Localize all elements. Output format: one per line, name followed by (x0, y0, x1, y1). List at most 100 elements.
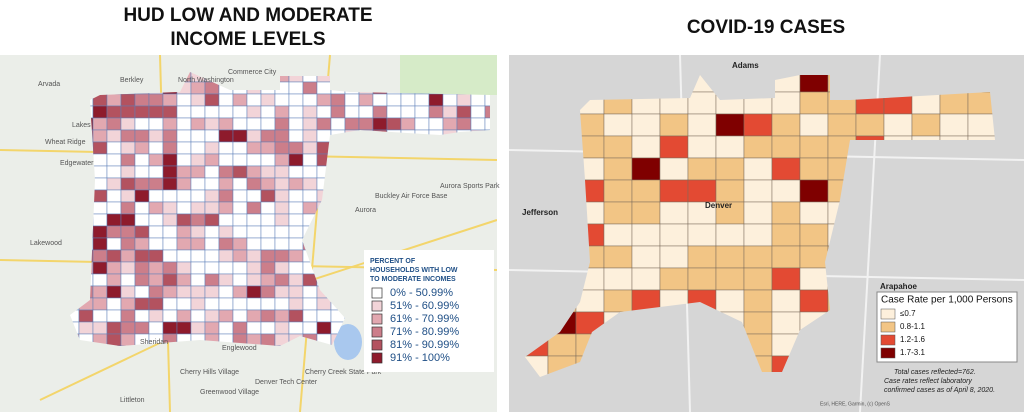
tract (190, 225, 206, 239)
attribution: Esri, HERE, Garmin, (c) OpenS (820, 401, 891, 407)
tract (246, 189, 262, 203)
tract (302, 153, 318, 167)
tract (302, 141, 318, 155)
tract (302, 117, 318, 131)
tract (176, 93, 192, 107)
legend-title: PERCENT OF (370, 258, 416, 265)
tract (743, 267, 773, 291)
tract (148, 105, 164, 119)
tract (92, 261, 108, 275)
tract (428, 105, 444, 119)
legend-swatch (371, 313, 383, 325)
tract (134, 165, 150, 179)
tract (92, 105, 108, 119)
tract (232, 237, 248, 251)
tract (218, 309, 234, 323)
tract (442, 93, 458, 107)
left-title: INCOME LEVELS (170, 29, 325, 50)
tract (218, 165, 234, 179)
tract (260, 237, 276, 251)
tract (274, 249, 290, 263)
tract (386, 93, 402, 107)
tract (190, 237, 206, 251)
tract (190, 189, 206, 203)
tract (302, 321, 318, 335)
tract (372, 117, 388, 131)
tract (260, 297, 276, 311)
tract (176, 153, 192, 167)
tract (456, 117, 472, 131)
tract (176, 321, 192, 335)
tract (344, 117, 360, 131)
tract (603, 135, 633, 159)
tract (232, 273, 248, 287)
tract (134, 237, 150, 251)
tract (274, 261, 290, 275)
tract (260, 189, 276, 203)
tract (603, 157, 633, 181)
tract (316, 81, 332, 95)
tract (176, 249, 192, 263)
tract (148, 165, 164, 179)
tract (967, 113, 995, 137)
tract (288, 105, 304, 119)
tract (288, 189, 304, 203)
tract (232, 249, 248, 263)
place-label: Edgewater (60, 160, 94, 167)
tract (232, 105, 248, 119)
tract (232, 309, 248, 323)
tract (218, 177, 234, 191)
tract (715, 245, 745, 269)
tract (92, 249, 108, 263)
tract (204, 141, 220, 155)
tract (386, 105, 402, 119)
tract (134, 321, 150, 335)
tract (260, 129, 276, 143)
tract (176, 225, 192, 239)
place-label: Arapahoe (880, 282, 917, 291)
tract (827, 113, 857, 137)
tract (274, 201, 290, 215)
tract (771, 179, 801, 203)
tract (246, 93, 262, 107)
tract (176, 141, 192, 155)
tract (190, 213, 206, 227)
tract (176, 237, 192, 251)
tract (218, 225, 234, 239)
legend-swatch (371, 352, 383, 364)
tract (358, 117, 374, 131)
tract (302, 189, 318, 203)
tract (162, 129, 178, 143)
tract (120, 165, 136, 179)
tract (470, 93, 486, 107)
place-label: Aurora Sports Park (440, 183, 500, 190)
tract (246, 297, 262, 311)
tract (603, 179, 633, 203)
tract (659, 113, 689, 137)
tract (162, 237, 178, 251)
tract (288, 165, 304, 179)
tract (120, 285, 136, 299)
tract (218, 213, 234, 227)
tract (162, 153, 178, 167)
tract (120, 237, 136, 251)
tract (260, 273, 276, 287)
tract (302, 129, 318, 143)
tract (631, 179, 661, 203)
tract (148, 201, 164, 215)
tract (659, 135, 689, 159)
tract (148, 213, 164, 227)
tract (232, 297, 248, 311)
tract (134, 309, 150, 323)
tract (771, 311, 801, 335)
place-label: Adams (732, 61, 759, 70)
tract (302, 309, 318, 323)
tract (316, 105, 332, 119)
tract (134, 273, 150, 287)
tract (232, 285, 248, 299)
tract (120, 297, 136, 311)
tract (246, 165, 262, 179)
tract (218, 129, 234, 143)
tract (204, 273, 220, 287)
park (400, 55, 497, 95)
